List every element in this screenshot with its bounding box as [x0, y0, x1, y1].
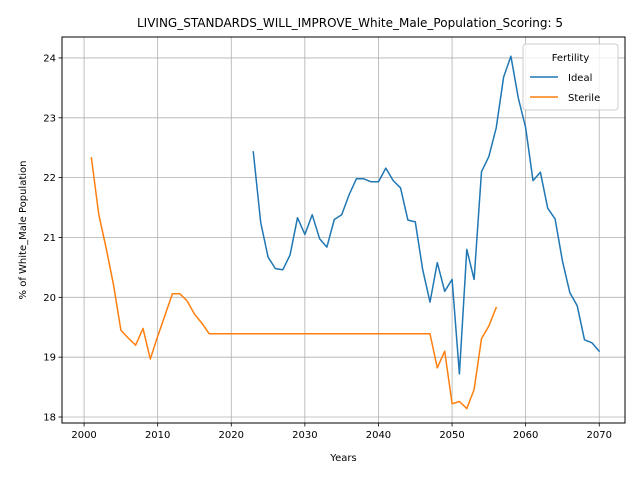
- axis-ticks: 2000 2010 2020 2030 2040 2050 2060 2070 18 19 20 21…: [43, 53, 612, 441]
- x-tick-label: 2060: [513, 430, 538, 441]
- y-tick-label: 19: [43, 353, 56, 364]
- legend-box: [522, 43, 619, 111]
- x-tick-label: 2050: [439, 430, 464, 441]
- legend-label-sterile: Sterile: [568, 93, 600, 104]
- plot-frame: [61, 36, 626, 424]
- legend: Fertility Ideal Sterile: [522, 43, 619, 111]
- y-tick-label: 18: [43, 413, 56, 424]
- x-tick-label: 2010: [145, 430, 170, 441]
- x-tick-label: 2040: [366, 430, 391, 441]
- x-tick-label: 2070: [587, 430, 612, 441]
- x-tick-label: 2020: [219, 430, 244, 441]
- x-axis-label: Years: [329, 453, 356, 464]
- series-line-ideal: [252, 55, 601, 375]
- y-tick-label: 23: [43, 113, 56, 124]
- x-tick-label: 2030: [292, 430, 317, 441]
- y-tick-label: 22: [43, 173, 56, 184]
- series-lines: [90, 55, 601, 410]
- series-line-sterile: [90, 157, 498, 410]
- legend-title: Fertility: [552, 53, 590, 64]
- y-tick-label: 20: [43, 293, 56, 304]
- legend-label-ideal: Ideal: [568, 73, 592, 84]
- y-tick-label: 24: [43, 53, 56, 64]
- chart-title: LIVING_STANDARDS_WILL_IMPROVE_White_Male…: [137, 16, 563, 30]
- y-tick-label: 21: [43, 233, 56, 244]
- y-axis-label: % of White_Male Population: [18, 161, 29, 300]
- x-tick-label: 2000: [71, 430, 96, 441]
